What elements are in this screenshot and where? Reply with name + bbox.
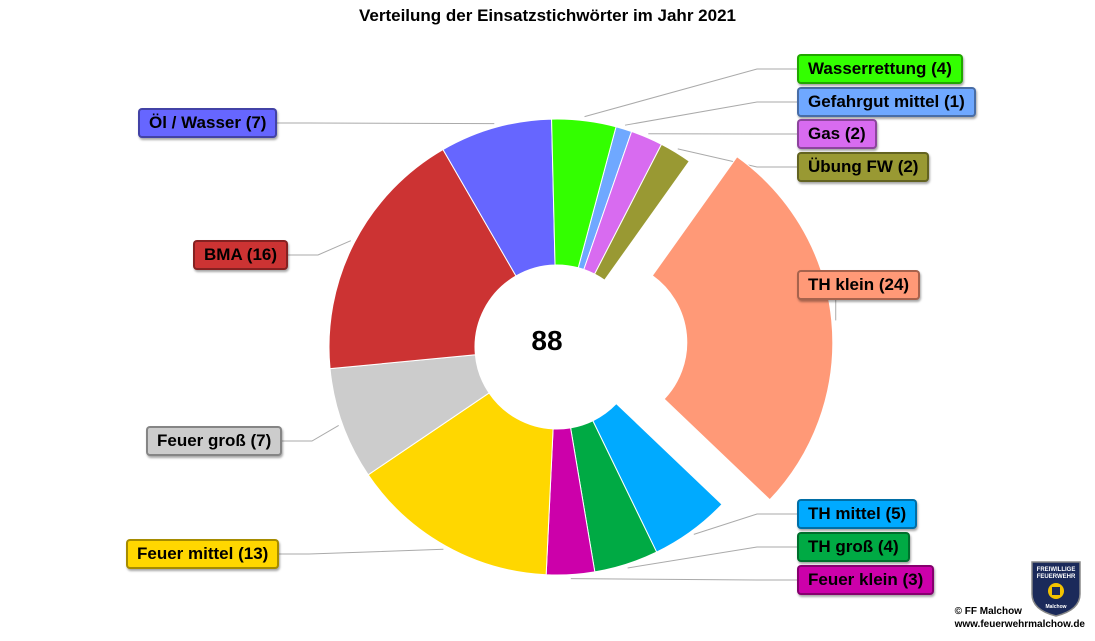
leader-line: [282, 425, 339, 442]
slice-label: Feuer mittel (13): [126, 539, 280, 569]
leader-line: [624, 101, 797, 126]
leader-line: [677, 148, 797, 168]
leader-line: [584, 68, 797, 118]
svg-text:FREIWILLIGE: FREIWILLIGE: [1037, 567, 1076, 573]
leader-line: [277, 122, 495, 125]
slice-label: Wasserrettung (4): [797, 54, 963, 84]
slice-label: Öl / Wasser (7): [138, 108, 278, 138]
chart-title: Verteilung der Einsatzstichwörter im Jah…: [359, 6, 736, 25]
donut-slices: [328, 118, 834, 576]
slice-label: TH mittel (5): [797, 499, 918, 529]
slice-wasserrettung: [551, 118, 617, 269]
slice-label: TH groß (4): [797, 532, 910, 562]
svg-text:Malchow: Malchow: [1045, 604, 1066, 610]
slice-bma: [328, 148, 517, 370]
slice-label: Gas (2): [797, 119, 877, 149]
leader-line: [288, 240, 351, 256]
leader-line: [627, 546, 797, 569]
footer-credits: © FF Malchow www.feuerwehrmalchow.de: [955, 605, 1085, 631]
leader-line: [693, 513, 797, 535]
website-link[interactable]: www.feuerwehrmalchow.de: [954, 619, 1085, 630]
slice-feuer-mittel: [367, 392, 554, 576]
leader-line: [570, 578, 797, 581]
copyright-text: © FF Malchow: [954, 606, 1022, 617]
slice-übung-fw: [593, 143, 690, 281]
slice-label: TH klein (24): [797, 270, 921, 300]
center-total-label: 88: [531, 325, 563, 356]
slice-label: BMA (16): [193, 240, 289, 270]
svg-text:FEUERWEHR: FEUERWEHR: [1037, 574, 1076, 580]
fire-brigade-logo: FREIWILLIGE FEUERWEHR Malchow: [1031, 561, 1081, 617]
slice-label: Feuer groß (7): [146, 426, 283, 456]
leader-line: [279, 548, 444, 555]
slice-label: Feuer klein (3): [797, 565, 935, 595]
slice-label: Gefahrgut mittel (1): [797, 87, 976, 117]
slice-th-klein: [651, 156, 834, 501]
slice-label: Übung FW (2): [797, 152, 930, 182]
